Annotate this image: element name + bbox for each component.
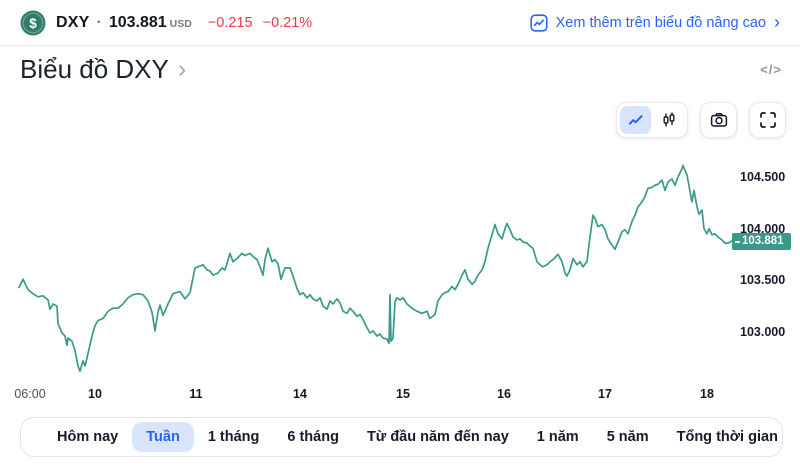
range-tab-1[interactable]: Hôm nay (57, 429, 119, 445)
range-tab-6[interactable]: 1 năm (536, 429, 579, 445)
current-price: 103.881 (108, 13, 167, 31)
chart-toolbar (616, 102, 786, 138)
page-title[interactable]: Biểu đồ DXY (20, 54, 169, 84)
chart-type-switcher (616, 102, 688, 138)
line-chart-icon (628, 115, 643, 125)
x-axis-tick: 15 (396, 387, 410, 401)
x-axis-tick: 06:00 (14, 387, 46, 401)
x-axis-tick: 10 (88, 387, 102, 401)
candlestick-chart-button[interactable] (653, 106, 684, 134)
symbol-header: $ DXY · 103.881 USD −0.215 −0.21% Xem th… (0, 0, 800, 46)
svg-text:$: $ (29, 15, 37, 30)
symbol-name: DXY (56, 13, 90, 31)
line-chart-button[interactable] (620, 106, 651, 134)
embed-code-icon[interactable]: </> (760, 62, 782, 77)
price-line-plot (18, 164, 734, 373)
range-tab-4[interactable]: 6 tháng (287, 429, 339, 445)
separator-dot: · (96, 13, 102, 31)
range-tab-5[interactable]: Từ đầu năm đến nay (366, 429, 509, 445)
fullscreen-button[interactable] (749, 102, 786, 138)
title-row: Biểu đồ DXY › </> (20, 54, 782, 85)
currency-label: USD (169, 18, 192, 30)
price-chart[interactable]: 104.500 104.000 103.500 103.000 06:00 10 11 14… (0, 150, 800, 412)
price-change: −0.215 (207, 14, 253, 31)
y-axis-tick: 103.000 (740, 324, 786, 339)
chevron-right-icon: › (774, 11, 780, 32)
camera-icon (710, 113, 727, 127)
mini-chart-icon (530, 13, 548, 32)
y-axis-tick: 104.500 (740, 170, 786, 184)
current-price-tag: 103.881 (732, 233, 791, 251)
dollar-coin-icon: $ (20, 10, 46, 35)
advanced-chart-link[interactable]: Xem thêm trên biểu đồ nâng cao › (530, 11, 780, 32)
range-tab-7[interactable]: 5 năm (606, 429, 649, 445)
screenshot-button[interactable] (700, 102, 737, 138)
y-axis-tick: 103.500 (740, 273, 786, 288)
x-axis-tick: 11 (189, 387, 203, 401)
price-line (18, 164, 734, 373)
range-tab-8[interactable]: Tổng thời gian (676, 429, 778, 445)
range-tab-2[interactable]: Tuần (132, 422, 194, 452)
x-axis-tick: 18 (700, 387, 714, 401)
x-axis-tick: 16 (497, 387, 511, 401)
x-axis-tick: 17 (598, 387, 612, 401)
y-axis-tick: 104.000 (740, 221, 786, 236)
time-range-tabs: Hôm nay Tuần 1 tháng 6 tháng Từ đầu năm đến … (20, 417, 783, 457)
x-axis-tick: 14 (293, 387, 307, 401)
price-change-percent: −0.21% (262, 14, 313, 31)
title-chevron-icon: › (177, 55, 187, 83)
candlestick-icon (662, 112, 674, 127)
range-tab-3[interactable]: 1 tháng (207, 429, 260, 445)
fullscreen-icon (759, 112, 776, 128)
advanced-chart-link-label: Xem thêm trên biểu đồ nâng cao (555, 14, 766, 31)
